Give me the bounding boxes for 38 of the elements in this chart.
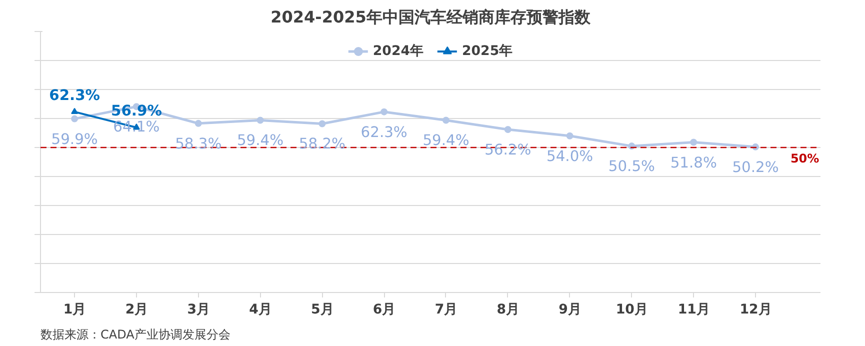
- x-tick-label: 8月: [496, 302, 520, 318]
- data-label: 56.2%: [484, 142, 532, 159]
- data-label: 59.4%: [422, 132, 470, 150]
- x-tick-label: 5月: [311, 302, 334, 318]
- x-tick-label: 4月: [249, 302, 272, 318]
- point: [690, 138, 698, 146]
- data-label: 51.8%: [670, 154, 717, 172]
- point: [566, 132, 574, 140]
- data-label: 50.2%: [732, 158, 779, 176]
- point: [71, 115, 78, 122]
- data-label: 59.9%: [51, 130, 98, 148]
- data-label: 56.9%: [111, 102, 162, 120]
- point: [256, 116, 264, 124]
- legend-label: 2025年: [462, 42, 512, 60]
- data-label: 58.3%: [175, 135, 222, 152]
- x-tick-label: 10月: [616, 302, 648, 318]
- point: [504, 126, 512, 134]
- data-label: 59.4%: [236, 132, 284, 150]
- point: [442, 116, 450, 124]
- x-tick-label: 7月: [434, 302, 458, 318]
- x-tick-label: 1月: [63, 302, 86, 318]
- data-label: 54.0%: [546, 148, 594, 165]
- data-label: 62.3%: [360, 124, 408, 141]
- x-tick-label: 6月: [372, 302, 396, 318]
- x-tick-label: 9月: [558, 302, 581, 318]
- x-tick-label: 2月: [125, 302, 148, 318]
- point: [194, 120, 202, 127]
- ref-line-label: 50%: [790, 152, 820, 166]
- x-tick-label: 3月: [187, 302, 210, 318]
- legend-label: 2024年: [372, 42, 423, 60]
- source-note: 数据来源：CADA产业协调发展分会: [40, 328, 230, 342]
- x-tick-label: 12月: [740, 302, 772, 318]
- x-tick-label: 11月: [678, 302, 710, 318]
- chart-title: 2024-2025年中国汽车经销商库存预警指数: [270, 8, 592, 26]
- data-label: 50.5%: [608, 158, 656, 176]
- point: [380, 108, 388, 116]
- point: [318, 120, 326, 128]
- data-label: 62.3%: [49, 86, 100, 104]
